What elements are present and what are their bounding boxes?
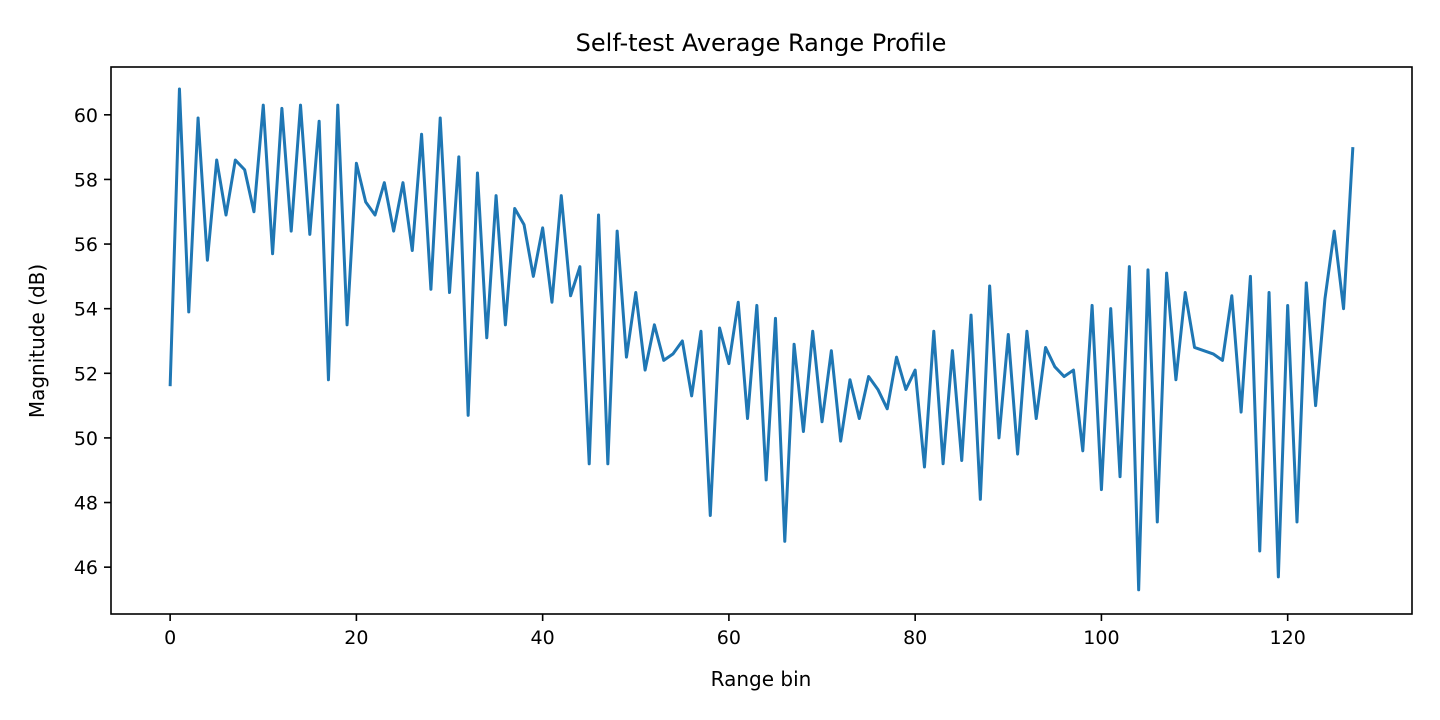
y-tick-label: 56 bbox=[74, 234, 98, 256]
y-tick-label: 52 bbox=[74, 363, 98, 385]
x-tick-label: 40 bbox=[531, 627, 555, 649]
y-tick-label: 60 bbox=[74, 105, 98, 127]
x-tick-label: 20 bbox=[344, 627, 368, 649]
x-tick-label: 120 bbox=[1270, 627, 1306, 649]
plot-frame bbox=[110, 66, 1413, 615]
plot-area bbox=[168, 87, 1355, 592]
y-tick-label: 48 bbox=[74, 493, 98, 515]
x-tick-label: 60 bbox=[717, 627, 741, 649]
x-axis: 0 20 40 60 80 100 120 bbox=[164, 614, 1306, 649]
x-tick-label: 100 bbox=[1083, 627, 1119, 649]
x-tick-label: 80 bbox=[903, 627, 927, 649]
y-axis-label: Magnitude (dB) bbox=[25, 264, 49, 418]
chart-title: Self-test Average Range Profile bbox=[576, 29, 947, 57]
series-line-0 bbox=[168, 87, 1355, 592]
y-tick-label: 50 bbox=[74, 428, 98, 450]
x-tick-label: 0 bbox=[164, 627, 176, 649]
y-axis: 46 48 50 52 54 56 58 60 bbox=[74, 105, 111, 579]
y-tick-label: 58 bbox=[74, 169, 98, 191]
y-tick-label: 46 bbox=[74, 557, 98, 579]
x-axis-label: Range bin bbox=[711, 667, 812, 691]
y-tick-label: 54 bbox=[74, 299, 98, 321]
